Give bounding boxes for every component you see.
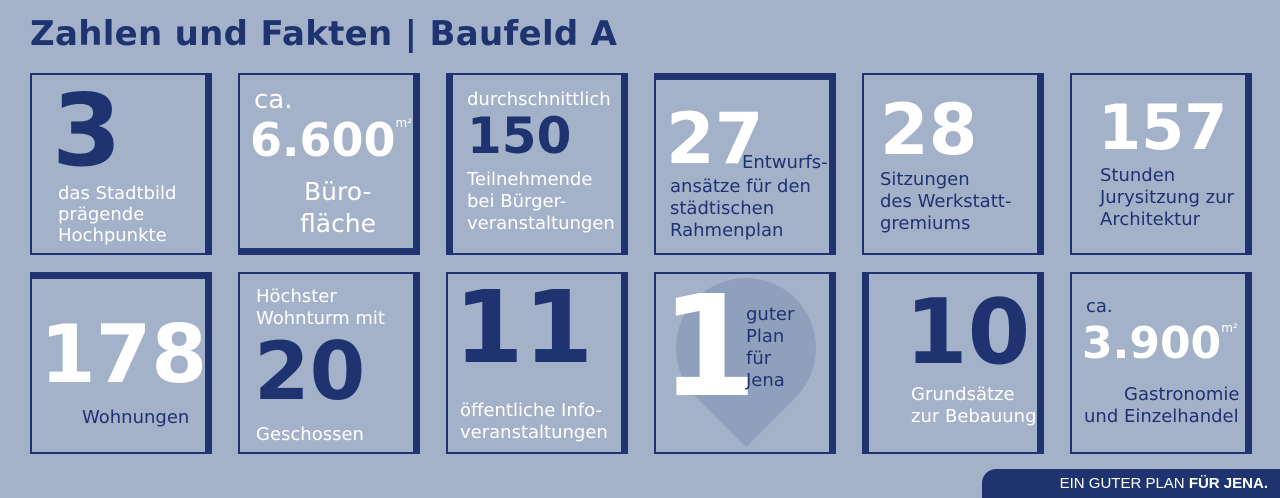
- tile-caption-line: bei Bürger-: [467, 191, 567, 212]
- tile-number: 157: [1098, 91, 1228, 164]
- tile-number: 11: [454, 272, 594, 386]
- tile-caption-line: öffentliche Info-: [460, 400, 602, 421]
- tile-buerofläche: ca. 6.600m² Büro- fläche: [238, 73, 420, 255]
- tile-caption-line: das Stadtbild: [58, 183, 177, 204]
- tile-number: 20: [254, 325, 366, 418]
- tile-teilnehmende: durchschnittlich 150 Teilnehmende bei Bü…: [446, 73, 628, 255]
- tile-entwurfsansaetze: 27 Entwurfs- ansätze für den städtischen…: [654, 73, 836, 255]
- tile-caption-line: prägende: [58, 204, 145, 225]
- tile-caption-line: Jena: [746, 370, 785, 391]
- tile-number: 178: [40, 308, 207, 401]
- page-title: Zahlen und Fakten | Baufeld A: [30, 14, 618, 54]
- tile-number: 3: [52, 73, 122, 189]
- tile-caption-line: veranstaltungen: [467, 213, 615, 234]
- tile-wohnungen: 178 Wohnungen: [30, 272, 212, 454]
- tile-unit: m²: [395, 116, 413, 130]
- footer-tagline-bold: FÜR JENA.: [1188, 475, 1268, 492]
- tile-caption-line: Jurysitzung zur: [1100, 187, 1234, 208]
- tile-prefix-line: Wohnturm mit: [256, 308, 385, 329]
- tile-number: 1: [660, 272, 758, 429]
- tile-caption-line: und Einzelhandel: [1084, 406, 1239, 427]
- tile-wohnturm: Höchster Wohnturm mit 20 Geschossen: [238, 272, 420, 454]
- tile-caption-inline: Entwurfs-: [742, 152, 828, 173]
- tile-caption-line: für: [746, 348, 772, 369]
- tile-caption-line: Architektur: [1100, 209, 1201, 230]
- tile-caption-line: städtischen: [670, 198, 775, 219]
- footer-tagline: EIN GUTER PLAN FÜR JENA.: [982, 469, 1280, 498]
- tile-caption-line: guter: [746, 304, 795, 325]
- tile-caption-line: Plan: [746, 326, 785, 347]
- tile-number: 6.600: [250, 113, 396, 167]
- tile-jurysitzung: 157 Stunden Jurysitzung zur Architektur: [1070, 73, 1252, 255]
- tile-prefix: durchschnittlich: [467, 89, 611, 110]
- tile-prefix: ca.: [254, 85, 293, 115]
- tile-caption-line: ansätze für den: [670, 176, 811, 197]
- tile-number-wrap: 3.900m²: [1082, 322, 1238, 366]
- tile-prefix: ca.: [1086, 296, 1113, 317]
- tile-caption-line: Teilnehmende: [467, 169, 593, 190]
- tile-gastronomie: ca. 3.900m² Gastronomie und Einzelhandel: [1070, 272, 1252, 454]
- tile-caption-line: des Werkstatt-: [880, 191, 1012, 212]
- tile-caption-line: gremiums: [880, 213, 971, 234]
- tile-caption-line: zur Bebauung: [911, 406, 1037, 427]
- tile-hochpunkte: 3 das Stadtbild prägende Hochpunkte: [30, 73, 212, 255]
- tile-caption-line: fläche: [300, 209, 377, 238]
- tile-caption-line: Geschossen: [256, 424, 364, 445]
- tile-caption-line: Grundsätze: [911, 384, 1015, 405]
- tile-sitzungen: 28 Sitzungen des Werkstatt- gremiums: [862, 73, 1044, 255]
- tile-grundsaetze: 10 Grundsätze zur Bebauung: [862, 272, 1044, 454]
- tile-caption-line: Stunden: [1100, 165, 1176, 186]
- tile-number: 150: [467, 107, 572, 165]
- tile-guter-plan: 1 guter Plan für Jena: [654, 272, 836, 454]
- tile-number: 3.900: [1082, 318, 1222, 369]
- tile-prefix-line: Höchster: [256, 286, 337, 307]
- tile-caption-line: Hochpunkte: [58, 225, 167, 246]
- tile-number: 28: [880, 89, 978, 171]
- tile-caption-line: Rahmenplan: [670, 220, 784, 241]
- tile-caption-line: Wohnungen: [82, 407, 190, 428]
- tile-caption-line: Gastronomie: [1124, 384, 1240, 405]
- footer-tagline-normal: EIN GUTER PLAN: [1059, 475, 1189, 492]
- tile-caption-line: Sitzungen: [880, 169, 970, 190]
- tile-infoveranstaltungen: 11 öffentliche Info- veranstaltungen: [446, 272, 628, 454]
- tile-number-wrap: 6.600m²: [250, 117, 412, 163]
- tile-caption-line: Büro-: [304, 177, 372, 206]
- tile-caption-line: veranstaltungen: [460, 422, 608, 443]
- tile-number: 10: [905, 280, 1031, 385]
- tile-number: 27: [666, 98, 764, 180]
- tile-unit: m²: [1221, 321, 1238, 335]
